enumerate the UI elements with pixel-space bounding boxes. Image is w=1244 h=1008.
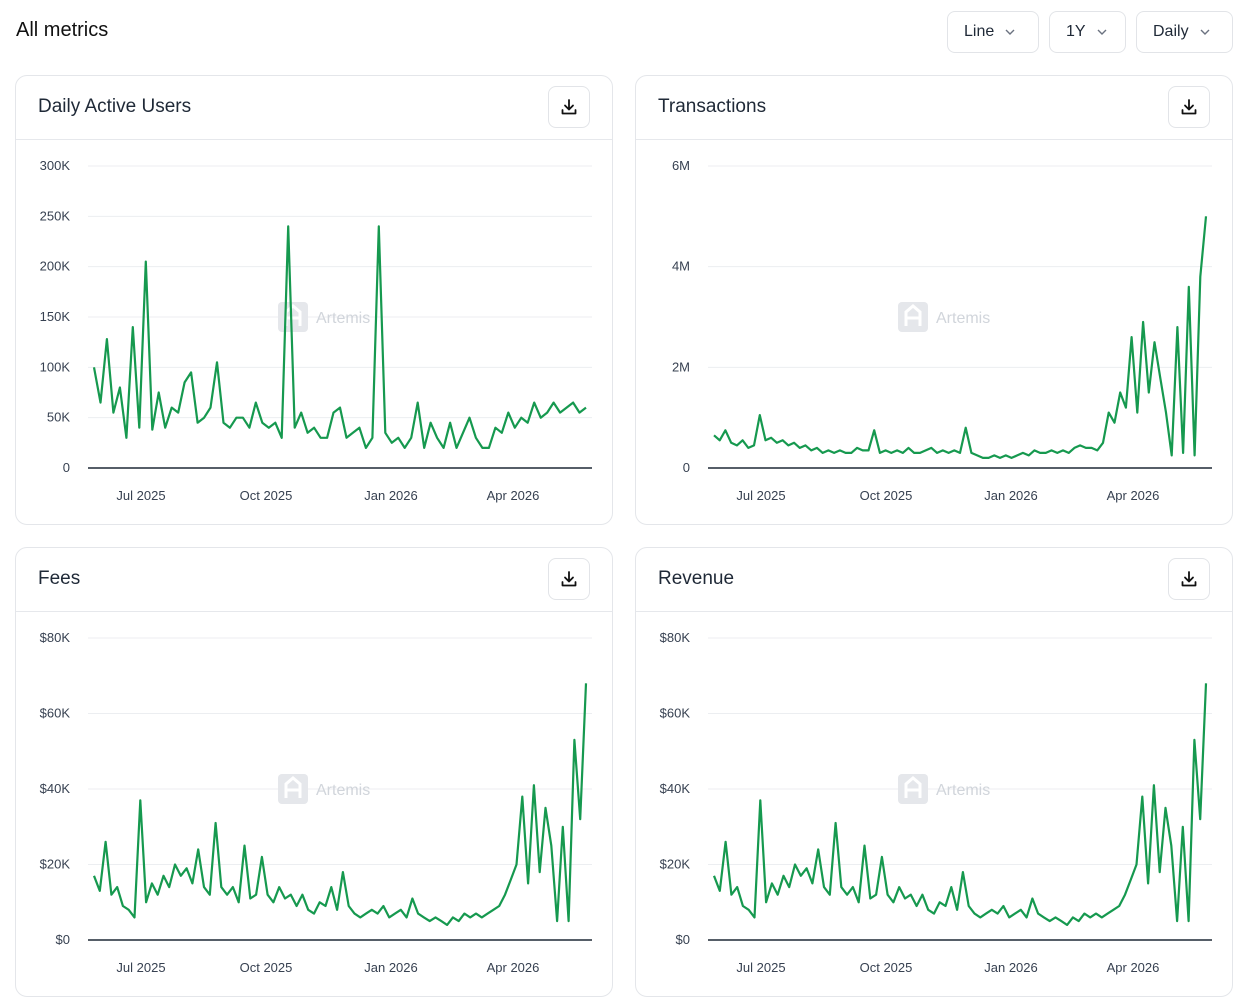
card-header: Transactions	[636, 76, 1232, 140]
y-tick-label: $40K	[660, 781, 691, 796]
download-icon	[561, 99, 577, 115]
y-tick-label: $40K	[40, 781, 71, 796]
x-tick-label: Apr 2026	[487, 960, 540, 975]
x-tick-label: Oct 2025	[240, 488, 293, 503]
y-tick-label: $80K	[40, 630, 71, 645]
y-tick-label: $0	[56, 932, 70, 947]
chart-type-dropdown[interactable]: Line	[947, 11, 1039, 53]
x-tick-label: Jul 2025	[116, 488, 165, 503]
y-tick-label: 2M	[672, 359, 690, 374]
y-tick-label: 0	[63, 460, 70, 475]
card-title: Daily Active Users	[38, 96, 192, 117]
time-range-dropdown[interactable]: 1Y	[1049, 11, 1126, 53]
x-tick-label: Apr 2026	[1107, 960, 1160, 975]
y-tick-label: $20K	[40, 857, 71, 872]
granularity-label: Daily	[1153, 23, 1189, 40]
download-icon	[561, 571, 577, 587]
x-tick-label: Jan 2026	[364, 488, 418, 503]
y-tick-label: 50K	[47, 410, 70, 425]
download-button[interactable]	[1168, 558, 1210, 600]
download-button[interactable]	[548, 558, 590, 600]
card-title: Fees	[38, 568, 81, 589]
chart-card-daily-active-users: Daily Active Users 0 50K 100K 150K 200K 250K 3…	[15, 75, 613, 525]
watermark-text: Artemis	[316, 310, 370, 327]
artemis-watermark: Artemis	[278, 774, 370, 804]
chevron-down-icon	[1097, 29, 1107, 35]
artemis-logo-mark	[904, 776, 922, 798]
card-header: Daily Active Users	[16, 76, 612, 140]
chevron-down-icon	[1005, 29, 1015, 35]
card-title: Revenue	[658, 568, 735, 589]
series-line	[712, 683, 1208, 926]
time-range-label: 1Y	[1066, 23, 1086, 40]
chart-plot: $0 $20K $40K $60K $80K Jul 2025 Oct 2025 Jan 20…	[660, 630, 1212, 975]
y-tick-label: $80K	[660, 630, 691, 645]
x-tick-label: Oct 2025	[860, 960, 913, 975]
y-tick-label: 6M	[672, 158, 690, 173]
granularity-dropdown[interactable]: Daily	[1136, 11, 1233, 53]
y-tick-label: 4M	[672, 259, 690, 274]
artemis-watermark: Artemis	[898, 302, 990, 332]
y-tick-label: $60K	[660, 706, 691, 721]
artemis-logo-mark	[904, 304, 922, 326]
watermark-text: Artemis	[936, 782, 990, 799]
download-button[interactable]	[1168, 86, 1210, 128]
chart-type-label: Line	[964, 23, 995, 40]
watermark-text: Artemis	[936, 310, 990, 327]
watermark-text: Artemis	[316, 782, 370, 799]
x-tick-label: Jan 2026	[364, 960, 418, 975]
x-tick-label: Jan 2026	[984, 960, 1038, 975]
download-button[interactable]	[548, 86, 590, 128]
x-tick-label: Jan 2026	[984, 488, 1038, 503]
card-header: Fees	[16, 548, 612, 612]
y-tick-label: $0	[676, 932, 690, 947]
top-bar: All metrics Line 1Y Daily	[0, 0, 1244, 64]
x-tick-label: Apr 2026	[487, 488, 540, 503]
y-tick-label: 250K	[40, 208, 71, 223]
chart-plot: 0 50K 100K 150K 200K 250K 300K Jul 2025 Oct 2025…	[40, 158, 592, 503]
page-title: All metrics	[16, 19, 109, 41]
artemis-logo-mark	[284, 776, 302, 798]
x-tick-label: Apr 2026	[1107, 488, 1160, 503]
series-line	[92, 225, 587, 449]
card-header: Revenue	[636, 548, 1232, 612]
series-line	[92, 683, 588, 926]
y-tick-label: 300K	[40, 158, 71, 173]
chart-card-fees: Fees $0 $20K $40K $60K $80K Jul 2025 Oct 2025 J…	[15, 547, 613, 997]
x-tick-label: Jul 2025	[116, 960, 165, 975]
chart-card-revenue: Revenue $0 $20K $40K $60K $80K Jul 2025 Oct 20…	[635, 547, 1233, 997]
y-tick-label: 100K	[40, 359, 71, 374]
x-tick-label: Oct 2025	[860, 488, 913, 503]
card-title: Transactions	[658, 96, 767, 117]
x-tick-label: Oct 2025	[240, 960, 293, 975]
series-line	[713, 216, 1208, 459]
chevron-down-icon	[1200, 29, 1210, 35]
download-icon	[1181, 571, 1197, 587]
y-tick-label: $20K	[660, 857, 691, 872]
chart-plot: $0 $20K $40K $60K $80K Jul 2025 Oct 2025 Jan 20…	[40, 630, 592, 975]
chart-card-transactions: Transactions 0 2M 4M 6M Jul 2025 Oct 2025 Jan …	[635, 75, 1233, 525]
y-tick-label: 200K	[40, 259, 71, 274]
x-tick-label: Jul 2025	[736, 960, 785, 975]
artemis-watermark: Artemis	[898, 774, 990, 804]
x-tick-label: Jul 2025	[736, 488, 785, 503]
y-tick-label: 0	[683, 460, 690, 475]
y-tick-label: 150K	[40, 309, 71, 324]
download-icon	[1181, 99, 1197, 115]
chart-plot: 0 2M 4M 6M Jul 2025 Oct 2025 Jan 2026 Apr 2026 A…	[672, 158, 1212, 503]
y-tick-label: $60K	[40, 706, 71, 721]
